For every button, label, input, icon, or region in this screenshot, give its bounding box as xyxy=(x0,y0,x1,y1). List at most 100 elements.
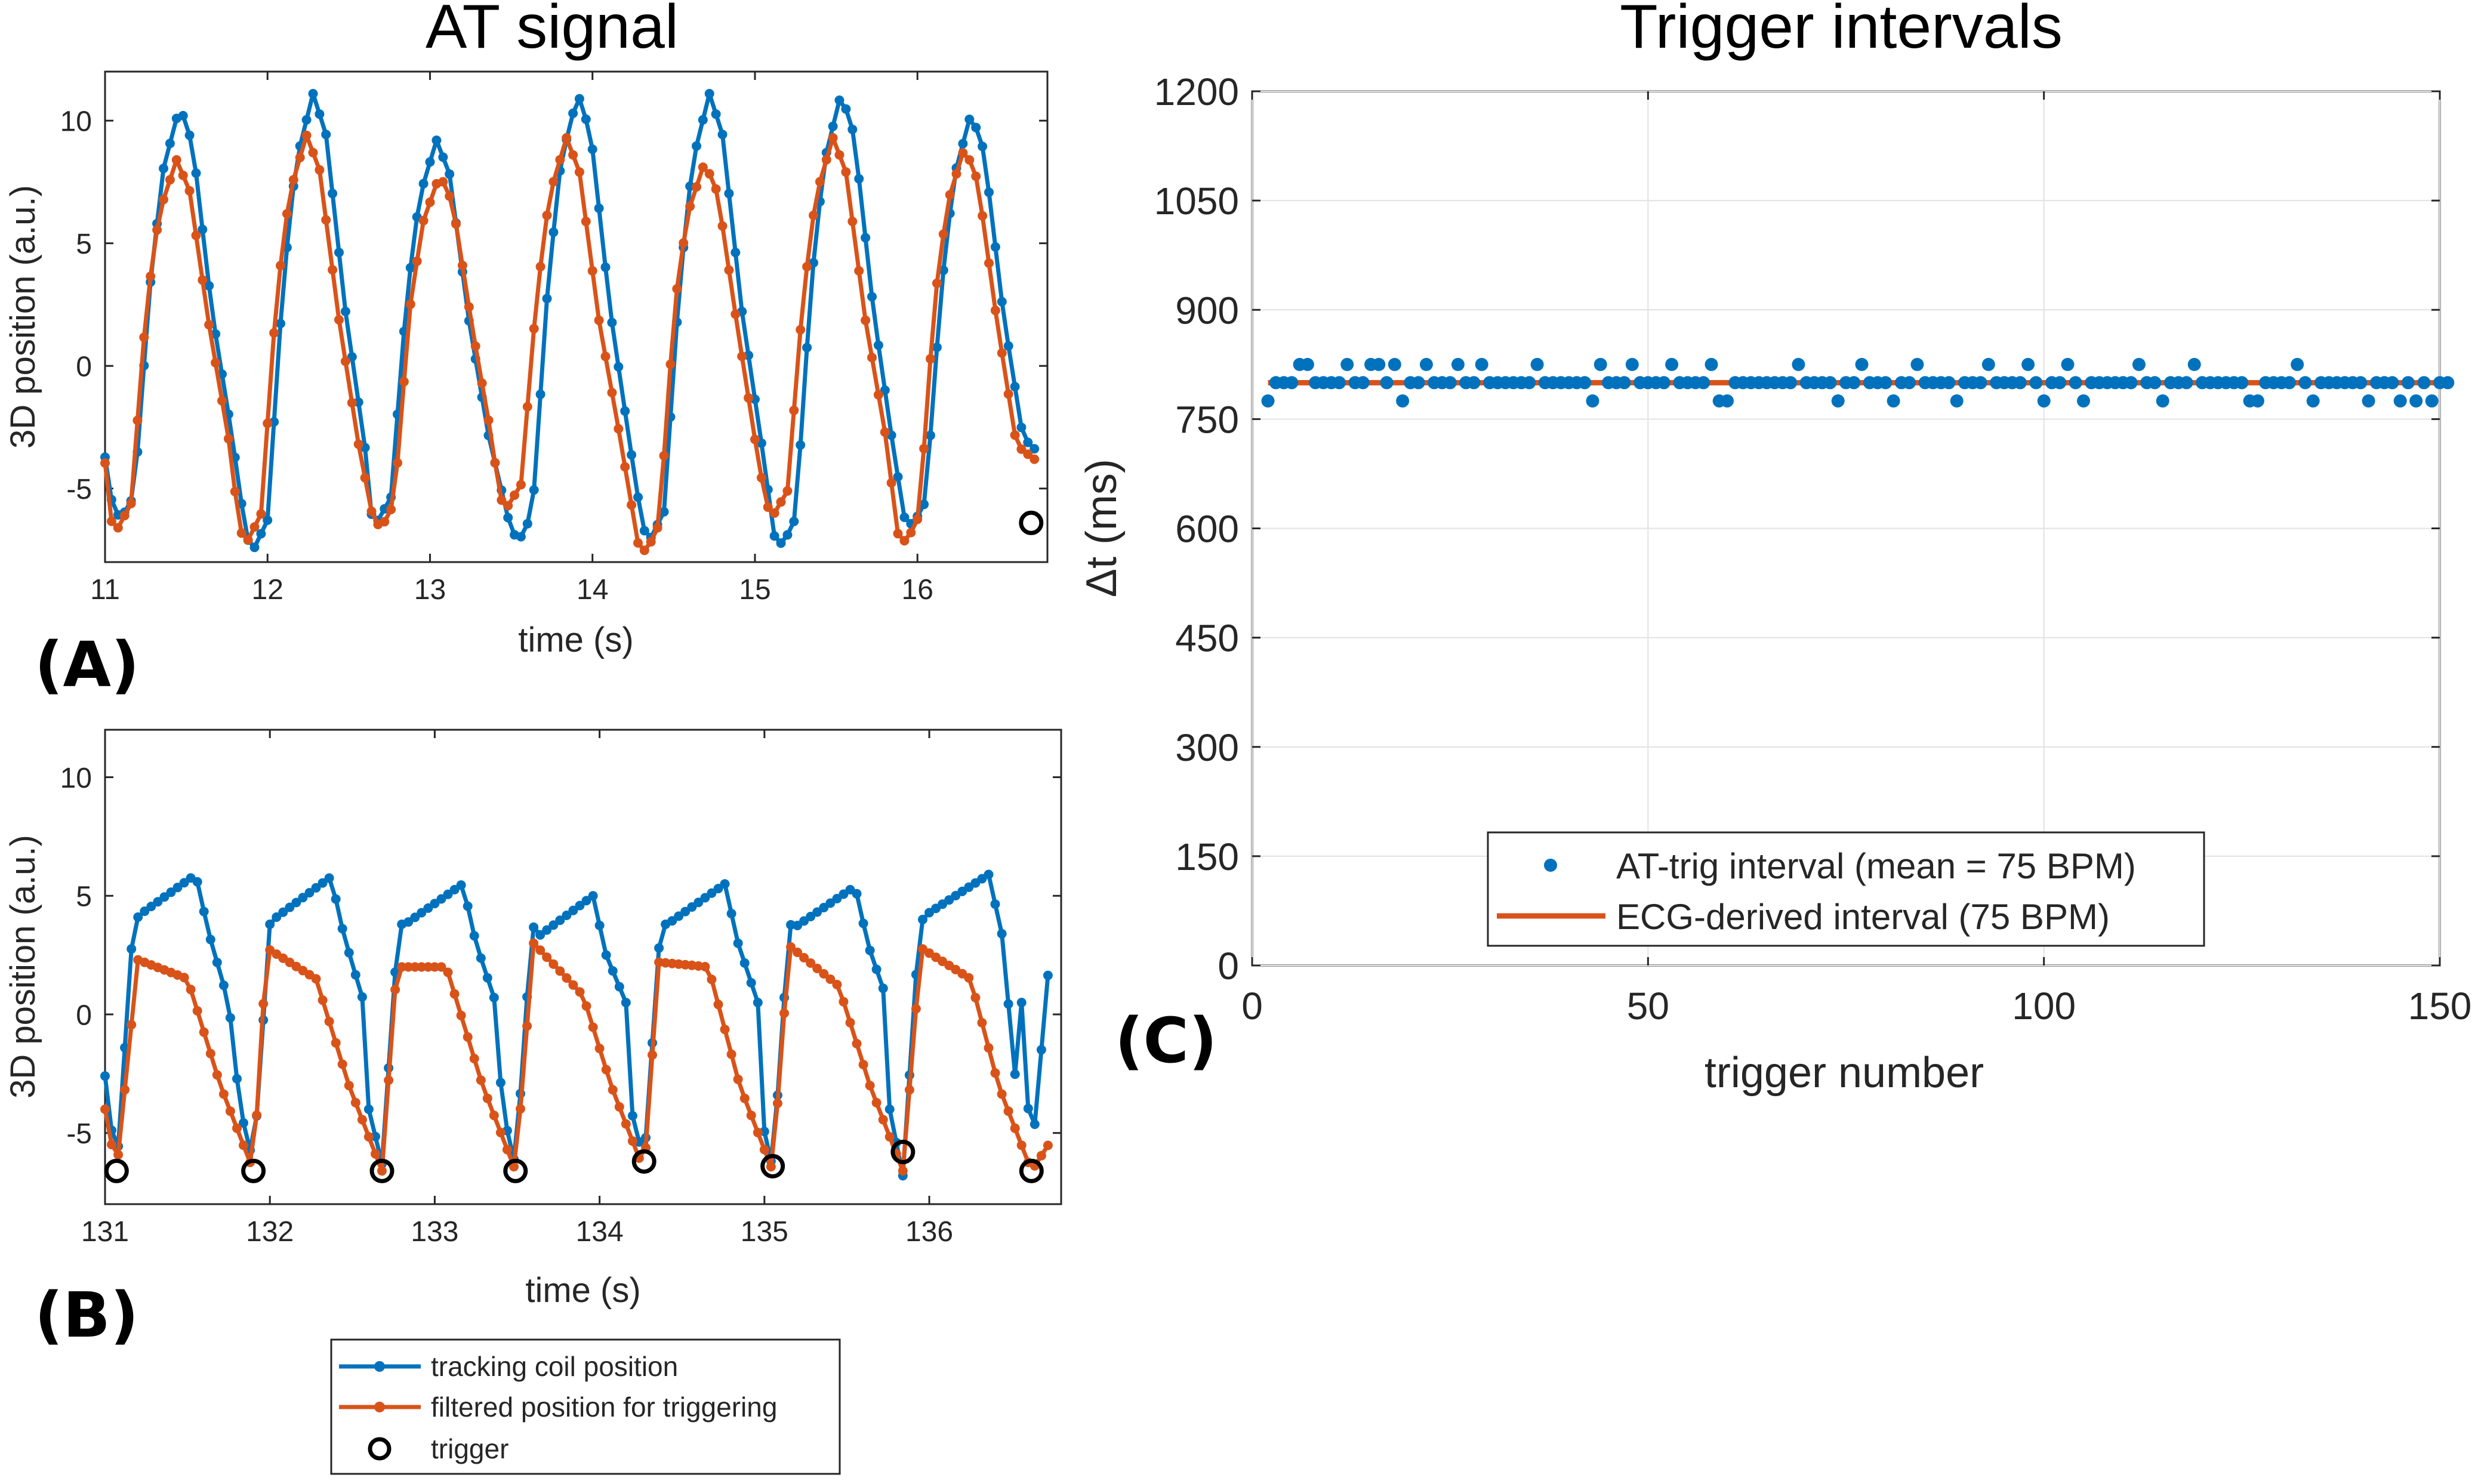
tracking-series-point xyxy=(614,362,624,372)
at-trig-point xyxy=(2385,376,2399,390)
filtered-series-point xyxy=(192,1006,202,1016)
tracking-series-point xyxy=(417,908,427,918)
tracking-series-point xyxy=(535,930,545,940)
filtered-series-point xyxy=(324,1016,334,1026)
tracking-series-point xyxy=(1036,1045,1046,1055)
filtered-series-point xyxy=(132,415,143,425)
at-trig-point xyxy=(2124,376,2138,390)
tracking-series-point xyxy=(418,178,429,189)
filtered-series-point xyxy=(737,351,747,362)
filtered-series-point xyxy=(964,155,975,165)
tracking-series-point xyxy=(1016,422,1027,433)
filtered-series-point xyxy=(958,148,968,158)
at-trig-point xyxy=(1981,357,1995,371)
filtered-series-point xyxy=(502,1144,512,1155)
tracking-series-point xyxy=(324,873,334,883)
tracking-series-point xyxy=(841,104,851,114)
filtered-series-point xyxy=(301,130,312,140)
tracking-series-point xyxy=(926,430,935,440)
legend-filtered-marker xyxy=(374,1402,385,1412)
tracking-series-point xyxy=(884,1104,895,1114)
tracking-series-point xyxy=(724,189,734,199)
filtered-series-point xyxy=(179,973,189,983)
tracking-series-point xyxy=(753,998,763,1008)
filtered-series-point xyxy=(412,256,422,266)
legend-tracking-marker xyxy=(374,1361,385,1372)
tracking-series-point xyxy=(405,263,415,273)
filtered-series-point xyxy=(113,523,123,533)
tracking-series-point xyxy=(425,157,435,167)
filtered-series-point xyxy=(867,353,877,363)
tracking-series-point xyxy=(608,966,618,976)
filtered-series-point xyxy=(648,1050,657,1060)
filtered-series-point xyxy=(839,996,849,1007)
panel-c-legend-box xyxy=(1487,831,2205,947)
tracking-series-point xyxy=(990,899,1000,909)
tracking-series-point xyxy=(482,973,492,983)
y-tick-label: 1200 xyxy=(1154,70,1239,113)
at-trig-point xyxy=(1530,357,1544,371)
x-tick-label: 50 xyxy=(1627,985,1669,1028)
at-trig-point xyxy=(1396,394,1410,408)
at-trig-point xyxy=(2282,376,2296,390)
tracking-series-point xyxy=(614,982,624,992)
filtered-series-point xyxy=(535,261,545,271)
tracking-series-point xyxy=(340,307,350,316)
tracking-series-point xyxy=(304,888,315,898)
panel-letter-b: (B) xyxy=(35,1279,138,1352)
panel-c-legend: AT-trig interval (mean = 75 BPM) ECG-der… xyxy=(1487,831,2205,947)
filtered-series-point xyxy=(243,535,253,545)
at-trig-point xyxy=(1467,376,1481,390)
filtered-series-point xyxy=(796,325,806,335)
filtered-series-point xyxy=(819,969,829,979)
tracking-series-point xyxy=(971,122,981,132)
filtered-series-point xyxy=(340,356,350,366)
legend-trigger-marker xyxy=(368,1437,392,1461)
filtered-series-point xyxy=(726,1049,736,1059)
filtered-series-point xyxy=(854,266,864,276)
filtered-series-point xyxy=(600,351,611,362)
tracking-series-point xyxy=(633,492,643,502)
filtered-series-point xyxy=(363,1132,374,1142)
filtered-series-point xyxy=(100,1104,110,1114)
filtered-series-point xyxy=(812,964,822,973)
at-trig-point xyxy=(1372,357,1386,371)
tracking-series-point xyxy=(363,1104,374,1114)
filtered-series-point xyxy=(806,958,816,968)
x-tick-label: 0 xyxy=(1241,985,1263,1028)
filtered-series-point xyxy=(159,195,168,205)
y-tick-label: 5 xyxy=(76,881,92,913)
legend-at-trig-label: AT-trig interval (mean = 75 BPM) xyxy=(1616,846,2136,886)
filtered-series-point xyxy=(575,987,585,997)
at-trig-point xyxy=(1522,376,1536,390)
y-tick-label: 0 xyxy=(76,351,92,382)
filtered-series-point xyxy=(425,197,435,207)
at-trig-point xyxy=(1388,357,1401,371)
filtered-series-point xyxy=(120,1085,130,1095)
filtered-series-point xyxy=(938,229,948,239)
at-trig-point xyxy=(2362,394,2375,408)
filtered-series-point xyxy=(405,299,415,309)
filtered-series-point xyxy=(350,1097,360,1107)
filtered-series-point xyxy=(198,275,208,285)
tracking-series-point xyxy=(873,340,883,350)
tracking-series-point xyxy=(711,109,721,119)
tracking-series-point xyxy=(796,440,806,450)
tracking-series-point xyxy=(438,152,448,162)
filtered-series-point xyxy=(707,974,717,985)
filtered-series-point xyxy=(239,1140,248,1150)
x-tick-label: 150 xyxy=(2408,985,2472,1028)
at-trig-point xyxy=(1340,357,1354,371)
tracking-series-point xyxy=(575,900,585,911)
tracking-series-point xyxy=(291,897,301,908)
filtered-series-point xyxy=(852,1039,862,1048)
tracking-series-point xyxy=(867,292,877,302)
filtered-series-point xyxy=(318,995,328,1005)
filtered-series-point xyxy=(951,169,961,179)
tracking-series-point xyxy=(694,897,704,908)
filtered-series-point xyxy=(809,210,818,220)
x-tick-label: 133 xyxy=(411,1216,458,1248)
filtered-series-point xyxy=(171,155,181,165)
tracking-series-point xyxy=(990,242,1000,252)
tracking-series-point xyxy=(654,943,664,953)
